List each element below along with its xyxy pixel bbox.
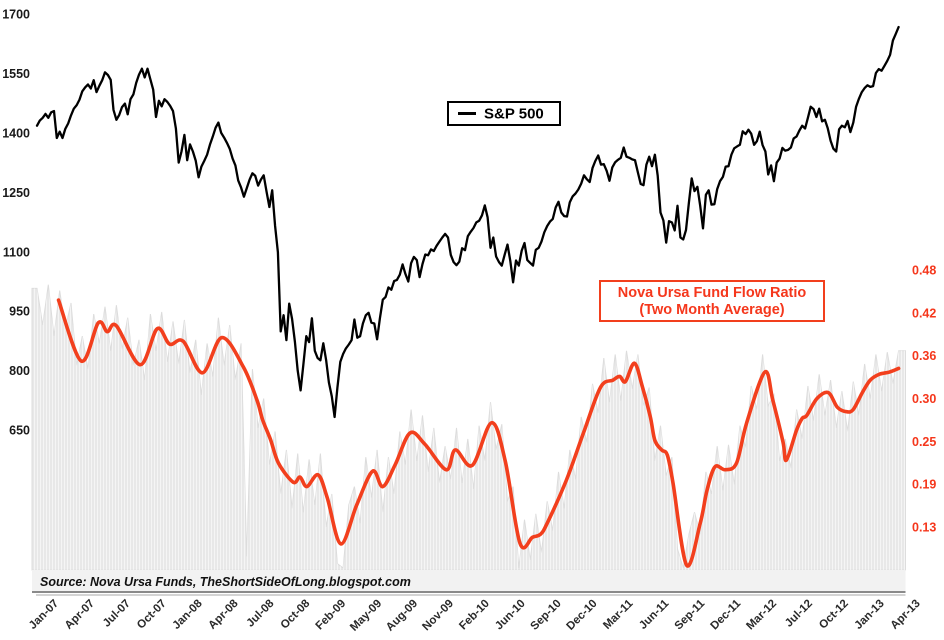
right-axis-tick-label: 0.30: [912, 392, 936, 406]
right-axis-tick-label: 0.36: [912, 349, 936, 363]
x-axis-tick-label: Dec-10: [564, 598, 599, 633]
left-axis-tick-label: 800: [9, 364, 30, 378]
x-axis-tick-label: May-09: [348, 598, 384, 634]
x-axis-tick-label: Mar-11: [601, 597, 636, 632]
right-axis-tick-label: 0.13: [912, 521, 936, 535]
right-axis-tick-label: 0.42: [912, 306, 936, 320]
x-axis-tick-label: Jan-08: [170, 597, 205, 632]
x-axis-tick-label: Apr-08: [206, 597, 241, 632]
left-axis-tick-label: 1100: [3, 245, 30, 259]
x-axis-tick-label: Jul-12: [783, 598, 815, 630]
source-note: Source: Nova Ursa Funds, TheShortSideOfL…: [40, 575, 411, 589]
legend-box: [447, 101, 561, 126]
left-axis-tick-label: 1700: [2, 8, 30, 22]
x-axis-tick-label: Jun-11: [637, 597, 672, 632]
left-axis-tick-label: 650: [9, 424, 30, 438]
x-axis-tick-label: Jan-07: [27, 598, 61, 632]
x-axis-tick-label: Feb-10: [457, 598, 492, 633]
x-axis-tick-label: Nov-09: [420, 598, 456, 634]
x-axis-tick-label: Apr-07: [63, 598, 97, 632]
left-axis-tick-label: 1550: [2, 67, 30, 81]
x-axis-tick-label: Oct-12: [817, 598, 851, 632]
x-axis-tick-label: Jul-07: [101, 598, 133, 630]
fund-flow-ratio-line: [56, 298, 901, 568]
ratio-label-line1: Nova Ursa Fund Flow Ratio: [618, 285, 807, 301]
ratio-label-line2: (Two Month Average): [639, 302, 784, 318]
left-axis-tick-label: 1400: [2, 126, 30, 140]
legend-label: S&P 500: [484, 106, 544, 123]
x-axis-tick-label: Jan-13: [853, 598, 887, 632]
right-axis-tick-label: 0.19: [912, 478, 936, 492]
x-axis-tick-label: Feb-09: [314, 598, 349, 633]
x-axis-tick-label: Jul-08: [245, 597, 277, 629]
x-axis-tick-label: Oct-07: [135, 598, 169, 632]
left-axis-tick-label: 950: [9, 305, 30, 319]
x-axis-tick-label: Mar-12: [744, 598, 779, 633]
left-axis-tick-label: 1250: [2, 186, 30, 200]
x-axis-tick-label: Jun-10: [493, 598, 528, 633]
ratio-label-box: Nova Ursa Fund Flow Ratio (Two Month Ave…: [599, 280, 825, 322]
source-band: [32, 570, 906, 592]
x-axis-tick-label: Sep-10: [529, 598, 564, 633]
sp500-legend: S&P 500: [447, 101, 561, 126]
right-axis-tick-label: 0.48: [912, 264, 936, 278]
x-axis-tick-label: Oct-08: [279, 597, 313, 631]
x-axis-tick-label: Sep-11: [673, 597, 708, 632]
sp500-line: [35, 25, 900, 419]
right-axis-tick-label: 0.25: [912, 435, 936, 449]
x-axis-tick-label: Aug-09: [384, 598, 420, 634]
x-axis-tick-label: Apr-13: [888, 598, 922, 632]
x-axis-tick-label: Dec-11: [709, 597, 744, 632]
ratio-box-border: [599, 280, 825, 322]
